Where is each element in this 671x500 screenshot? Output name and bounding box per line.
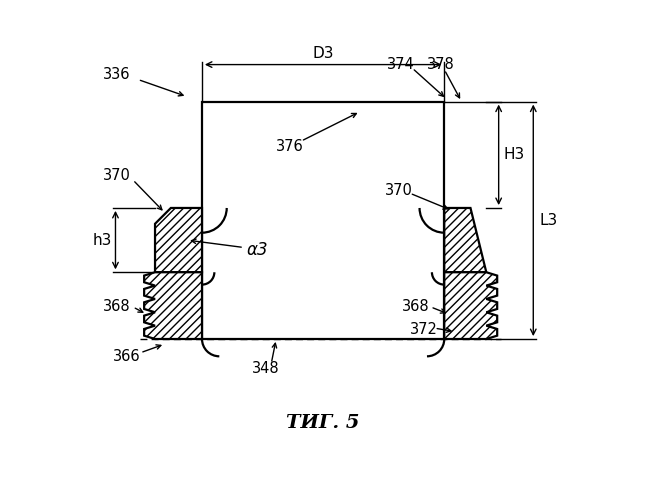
Text: H3: H3 (504, 148, 525, 162)
Text: 368: 368 (103, 300, 131, 314)
Polygon shape (144, 272, 202, 339)
Text: h3: h3 (92, 232, 111, 248)
Text: L3: L3 (539, 213, 558, 228)
Text: α3: α3 (246, 241, 268, 259)
Text: 368: 368 (402, 300, 430, 314)
Text: 378: 378 (427, 57, 455, 72)
Text: 336: 336 (103, 67, 131, 82)
Polygon shape (444, 272, 497, 339)
Text: 366: 366 (113, 349, 141, 364)
Text: 370: 370 (103, 168, 131, 184)
Text: 374: 374 (387, 57, 415, 72)
Text: 348: 348 (252, 361, 279, 376)
Text: ΤИГ. 5: ΤИГ. 5 (287, 414, 360, 432)
Text: 370: 370 (385, 183, 413, 198)
Text: 372: 372 (410, 322, 437, 336)
Polygon shape (444, 208, 486, 272)
Text: D3: D3 (313, 46, 334, 60)
Text: 376: 376 (276, 138, 304, 154)
Polygon shape (155, 208, 202, 272)
